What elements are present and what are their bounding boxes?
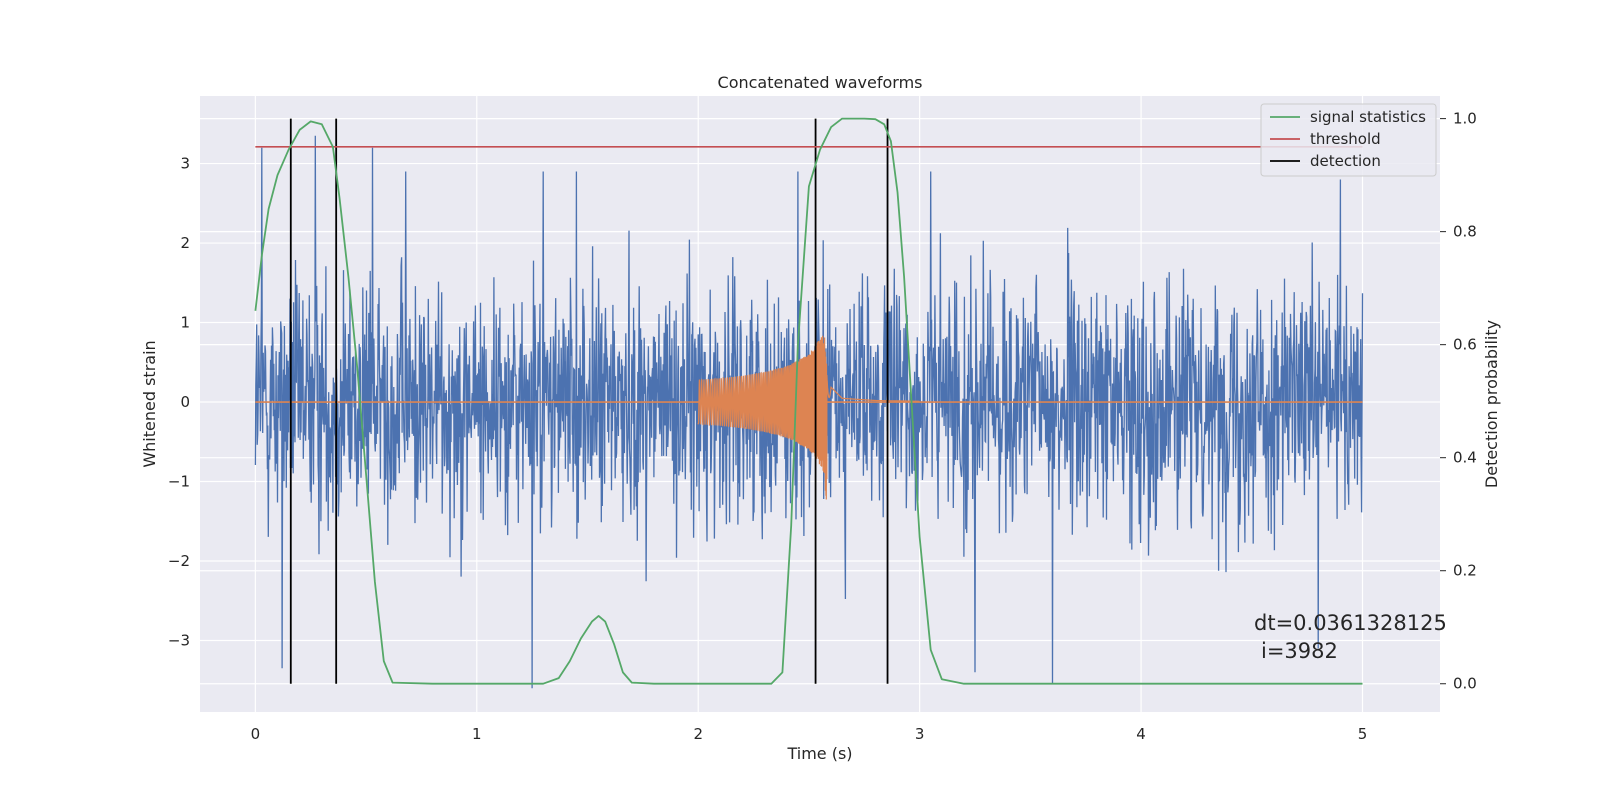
- x-tick-label: 3: [915, 725, 925, 743]
- y2-tick-label: 1.0: [1453, 110, 1477, 128]
- y2-tick-label: 0.0: [1453, 675, 1477, 693]
- y2-axis-label: Detection probability: [1482, 320, 1501, 488]
- x-tick-label: 1: [472, 725, 482, 743]
- y2-tick-label: 0.8: [1453, 223, 1477, 241]
- x-tick-label: 2: [693, 725, 703, 743]
- y-tick-label: 2: [180, 234, 190, 252]
- series-injection-chirp: [697, 335, 920, 500]
- series-signal-statistics: [254, 117, 1363, 685]
- y2-tick-label: 0.4: [1453, 449, 1477, 467]
- x-axis-label: Time (s): [786, 744, 852, 763]
- y-tick-label: −3: [168, 631, 190, 649]
- legend-label-threshold: threshold: [1310, 130, 1381, 148]
- y-tick-label: −1: [168, 472, 190, 490]
- y-tick-label: 1: [180, 314, 190, 332]
- x-tick-label: 4: [1136, 725, 1146, 743]
- y2-tick-label: 0.6: [1453, 336, 1477, 354]
- legend: signal statistics threshold detection: [1260, 103, 1437, 177]
- annotation-i: i=3982: [1261, 639, 1338, 663]
- x-tick-label: 0: [251, 725, 261, 743]
- y-tick-label: −2: [168, 552, 190, 570]
- y-tick-label: 3: [180, 155, 190, 173]
- legend-label-detection: detection: [1310, 152, 1381, 170]
- axes: 0 1 2 3 4 5 −3 −2 −1 0 1 2 3 0.0 0.2 0.4 0.6 0.8 1.0: [168, 110, 1477, 743]
- y-axis-label: Whitened strain: [140, 340, 159, 467]
- y-tick-label: 0: [180, 393, 190, 411]
- data-layer: [254, 117, 1364, 689]
- y2-tick-label: 0.2: [1453, 562, 1477, 580]
- annotation-dt: dt=0.0361328125: [1254, 611, 1447, 635]
- legend-box: [1260, 103, 1437, 177]
- chart-title: Concatenated waveforms: [718, 73, 923, 92]
- legend-label-signal-statistics: signal statistics: [1310, 108, 1426, 126]
- x-tick-label: 5: [1358, 725, 1368, 743]
